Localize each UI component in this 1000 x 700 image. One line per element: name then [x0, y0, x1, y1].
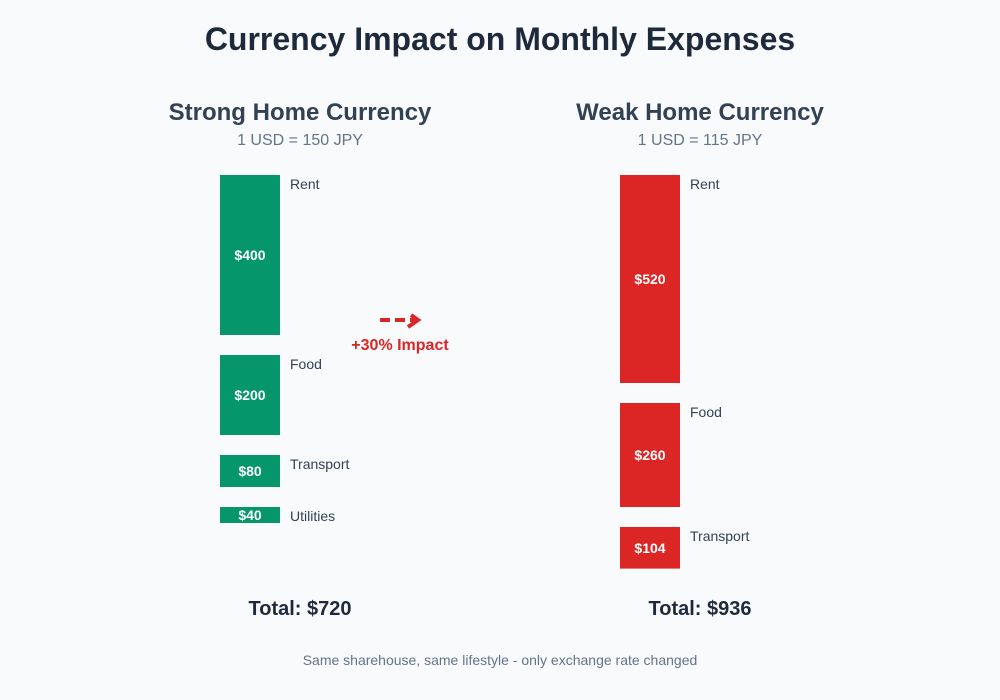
total-strong: Total: $720	[249, 598, 352, 620]
panel-subtitle-strong: 1 USD = 150 JPY	[237, 132, 363, 149]
bar-value-label: $200	[234, 387, 265, 403]
bar-value-label: $80	[238, 463, 262, 479]
bar-transport	[220, 455, 280, 487]
bars-group: $400 Rent $200 Food $80 Transport $40 Utilities…	[220, 175, 750, 569]
footnote: Same sharehouse, same lifestyle - only e…	[303, 652, 698, 668]
bar-value-label: $400	[234, 247, 265, 263]
total-weak: Total: $936	[649, 598, 752, 620]
category-label: Transport	[690, 528, 750, 544]
bar-value-label: $104	[634, 540, 665, 556]
category-label: Food	[690, 404, 722, 420]
bar-rent	[220, 175, 280, 335]
category-label: Rent	[290, 176, 320, 192]
bar-food	[220, 355, 280, 435]
bar-food	[620, 403, 680, 507]
panel-subtitle-weak: 1 USD = 115 JPY	[638, 132, 763, 149]
impact-annotation: +30% Impact	[351, 337, 449, 354]
panel-title-strong: Strong Home Currency	[169, 99, 432, 126]
category-label: Food	[290, 356, 322, 372]
bar-value-label: $260	[634, 447, 665, 463]
category-label: Transport	[290, 456, 350, 472]
category-label: Rent	[690, 176, 720, 192]
impact-arrow-icon	[380, 313, 422, 329]
bar-value-label: $40	[238, 507, 262, 523]
panel-title-weak: Weak Home Currency	[576, 99, 824, 126]
category-label: Utilities	[290, 508, 335, 524]
bar-value-label: $520	[634, 271, 665, 287]
bar-rent	[620, 175, 680, 383]
bar-utilities	[220, 507, 280, 523]
chart-title: Currency Impact on Monthly Expenses	[205, 21, 795, 57]
bar-transport	[620, 527, 680, 569]
